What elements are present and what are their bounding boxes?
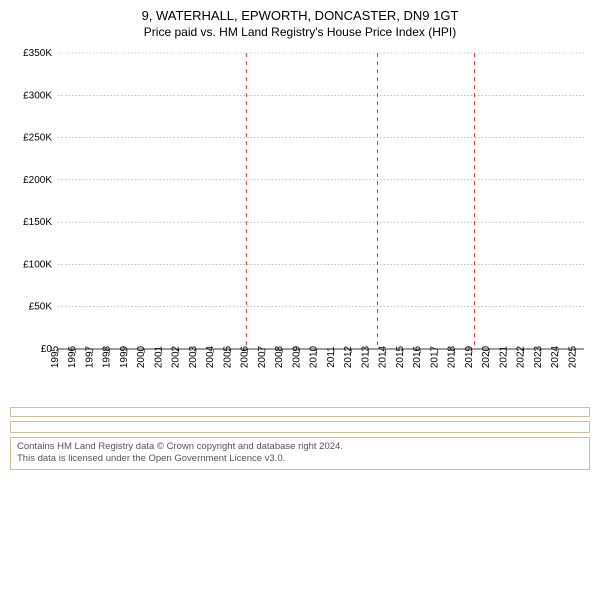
footer-line2: This data is licensed under the Open Gov…	[17, 453, 583, 465]
svg-text:£350K: £350K	[23, 49, 52, 59]
chart-container: 9, WATERHALL, EPWORTH, DONCASTER, DN9 1G…	[0, 0, 600, 590]
footer-attribution: Contains HM Land Registry data © Crown c…	[10, 437, 590, 470]
svg-text:£150K: £150K	[23, 217, 52, 228]
chart-svg: £0£50K£100K£150K£200K£250K£300K£350K1995…	[10, 49, 590, 399]
svg-text:£50K: £50K	[29, 302, 53, 313]
legend-box	[10, 407, 590, 417]
svg-text:£200K: £200K	[23, 175, 52, 186]
chart-plot-area: £0£50K£100K£150K£200K£250K£300K£350K1995…	[10, 49, 590, 399]
svg-text:£300K: £300K	[23, 90, 52, 101]
svg-text:£250K: £250K	[23, 133, 52, 144]
svg-text:£100K: £100K	[23, 259, 52, 270]
chart-title-address: 9, WATERHALL, EPWORTH, DONCASTER, DN9 1G…	[10, 8, 590, 23]
footer-line1: Contains HM Land Registry data © Crown c…	[17, 441, 583, 453]
events-table	[10, 421, 590, 433]
chart-title-subtitle: Price paid vs. HM Land Registry's House …	[10, 25, 590, 39]
